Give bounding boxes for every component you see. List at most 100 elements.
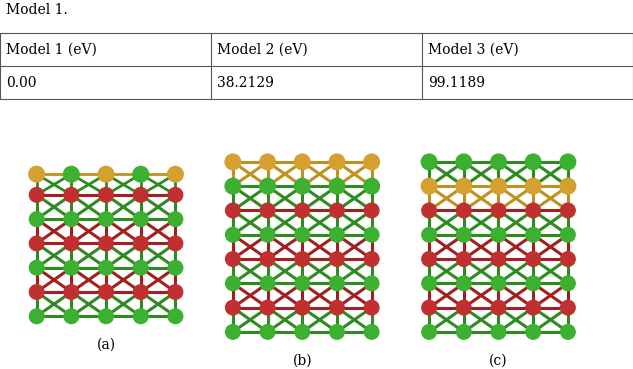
Circle shape	[525, 178, 541, 194]
Circle shape	[422, 252, 436, 266]
Circle shape	[168, 285, 183, 299]
Circle shape	[168, 236, 183, 251]
Circle shape	[260, 227, 275, 242]
Circle shape	[526, 276, 541, 291]
Text: 99.1189: 99.1189	[428, 76, 485, 90]
Circle shape	[63, 166, 79, 182]
Circle shape	[260, 276, 275, 291]
Circle shape	[29, 166, 44, 182]
Circle shape	[29, 309, 44, 324]
Circle shape	[422, 203, 436, 218]
Circle shape	[526, 252, 541, 266]
Circle shape	[99, 187, 113, 202]
Circle shape	[365, 203, 379, 218]
Text: Model 3 (eV): Model 3 (eV)	[428, 42, 518, 56]
Circle shape	[29, 285, 44, 299]
Circle shape	[225, 178, 241, 194]
Circle shape	[99, 309, 113, 324]
Circle shape	[134, 261, 148, 275]
Circle shape	[560, 154, 575, 170]
Circle shape	[422, 325, 436, 339]
Circle shape	[329, 154, 345, 170]
Circle shape	[364, 178, 379, 194]
Circle shape	[168, 309, 183, 324]
Circle shape	[330, 203, 344, 218]
Circle shape	[225, 300, 240, 315]
Circle shape	[133, 166, 149, 182]
Circle shape	[329, 178, 345, 194]
Circle shape	[526, 227, 541, 242]
Circle shape	[456, 276, 471, 291]
Circle shape	[64, 236, 78, 251]
Circle shape	[330, 227, 344, 242]
Circle shape	[330, 276, 344, 291]
Circle shape	[99, 212, 113, 227]
Circle shape	[561, 203, 575, 218]
Text: Model 1 (eV): Model 1 (eV)	[6, 42, 97, 56]
Circle shape	[560, 178, 575, 194]
Circle shape	[225, 203, 240, 218]
Circle shape	[295, 203, 310, 218]
Circle shape	[491, 276, 506, 291]
Circle shape	[422, 227, 436, 242]
Circle shape	[561, 227, 575, 242]
Circle shape	[225, 252, 240, 266]
Circle shape	[29, 212, 44, 227]
Circle shape	[491, 300, 506, 315]
Circle shape	[134, 187, 148, 202]
Circle shape	[294, 154, 310, 170]
Circle shape	[330, 252, 344, 266]
Circle shape	[168, 166, 183, 182]
Circle shape	[225, 227, 240, 242]
Text: (b): (b)	[292, 354, 312, 368]
Circle shape	[456, 154, 472, 170]
Circle shape	[422, 300, 436, 315]
Circle shape	[260, 300, 275, 315]
Circle shape	[295, 300, 310, 315]
Text: Model 1.: Model 1.	[6, 3, 68, 17]
Circle shape	[168, 187, 183, 202]
Circle shape	[491, 325, 506, 339]
Circle shape	[99, 261, 113, 275]
Circle shape	[260, 325, 275, 339]
Circle shape	[134, 236, 148, 251]
Circle shape	[295, 276, 310, 291]
Circle shape	[364, 154, 379, 170]
Circle shape	[225, 276, 240, 291]
Circle shape	[330, 325, 344, 339]
Circle shape	[526, 203, 541, 218]
Circle shape	[134, 309, 148, 324]
Text: (c): (c)	[489, 354, 508, 368]
Circle shape	[365, 252, 379, 266]
Circle shape	[294, 178, 310, 194]
Circle shape	[168, 212, 183, 227]
Circle shape	[168, 261, 183, 275]
Circle shape	[64, 309, 78, 324]
Circle shape	[491, 203, 506, 218]
Circle shape	[456, 300, 471, 315]
Circle shape	[491, 252, 506, 266]
Circle shape	[225, 325, 240, 339]
Circle shape	[29, 187, 44, 202]
Circle shape	[330, 300, 344, 315]
Circle shape	[64, 187, 78, 202]
Circle shape	[526, 300, 541, 315]
Circle shape	[422, 276, 436, 291]
Circle shape	[64, 212, 78, 227]
Circle shape	[99, 236, 113, 251]
Circle shape	[456, 227, 471, 242]
Circle shape	[561, 252, 575, 266]
Circle shape	[422, 154, 437, 170]
Circle shape	[491, 178, 506, 194]
Circle shape	[365, 276, 379, 291]
Text: 38.2129: 38.2129	[217, 76, 274, 90]
Circle shape	[98, 166, 114, 182]
Circle shape	[525, 154, 541, 170]
Circle shape	[99, 285, 113, 299]
Circle shape	[561, 300, 575, 315]
Circle shape	[456, 178, 472, 194]
Circle shape	[64, 261, 78, 275]
Circle shape	[260, 178, 275, 194]
Circle shape	[365, 325, 379, 339]
Circle shape	[29, 261, 44, 275]
